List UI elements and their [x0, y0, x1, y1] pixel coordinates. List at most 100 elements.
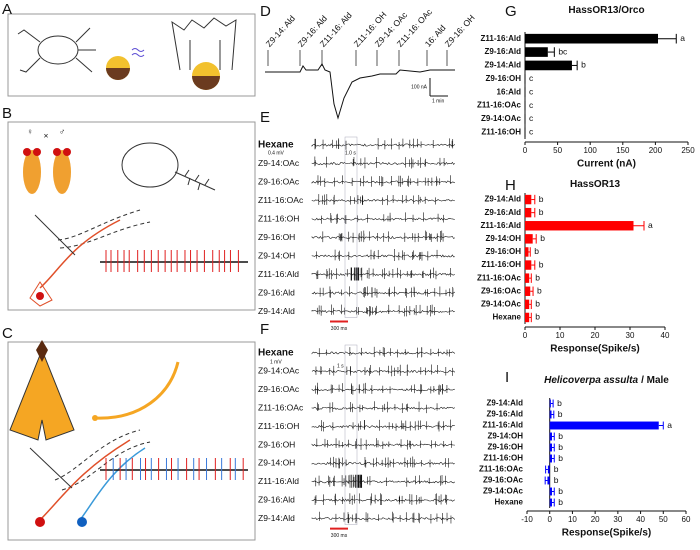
bar: [525, 299, 530, 310]
bar: [549, 399, 551, 408]
x-tick-label: 20: [591, 515, 600, 524]
scale-label: 100 nA: [411, 84, 428, 90]
trace-label: Z9-14:Ald: [258, 513, 295, 523]
bar: [525, 286, 531, 296]
significance-label: b: [537, 286, 542, 296]
trace: [311, 291, 455, 295]
frog-drawing: [17, 27, 96, 73]
y-tick-label: Z9-16:OAc: [483, 476, 524, 485]
x-tick-label: 250: [681, 146, 695, 155]
scale-label: 300 ms: [331, 326, 348, 332]
panel-frame: [7, 341, 256, 541]
x-tick-label: 40: [636, 515, 645, 524]
y-tick-label: Z9-14:OAc: [481, 114, 522, 123]
bar: [525, 247, 529, 257]
bar: [525, 207, 532, 218]
symbol: ♂: [59, 126, 65, 136]
significance-label: a: [648, 220, 653, 230]
panel-label: E: [260, 109, 270, 126]
significance-label: b: [554, 464, 559, 474]
x-tick-label: 0: [523, 146, 528, 155]
panel-label: C: [2, 325, 13, 342]
panel-frame: [7, 121, 256, 311]
y-tick-label: Z9-14:OAc: [481, 299, 522, 308]
bar: [547, 476, 550, 485]
y-tick-label: Z11-16:OH: [481, 127, 521, 136]
y-tick-label: Z11-16:Ald: [481, 221, 522, 230]
bar: [549, 498, 552, 507]
trace-label: Z9-14:OAc: [258, 158, 300, 168]
x-axis-label: Response(Spike/s): [550, 344, 639, 355]
trace-label: Z11-16:OAc: [258, 402, 304, 412]
y-tick-label: Z11-16:Ald: [483, 421, 524, 430]
y-tick-label: 16:Ald: [497, 87, 522, 96]
trace-label: Z9-16:OH: [258, 439, 295, 449]
panel-label: H: [505, 177, 516, 194]
significance-label: b: [558, 442, 563, 452]
scale-label: 300 ms: [331, 533, 348, 539]
trace: [311, 180, 455, 184]
dendrite: [39, 439, 131, 521]
y-tick-label: Z11-16:Ald: [481, 34, 522, 43]
trace-label: Z9-16:Ald: [258, 287, 295, 297]
significance-label: b: [558, 453, 563, 463]
stimulus-label: 16: Ald: [423, 23, 448, 49]
bar: [549, 410, 552, 419]
oocyte-pole: [106, 68, 130, 80]
trace-label: Z11-16:OAc: [258, 195, 304, 205]
trace: [311, 161, 456, 165]
y-tick-label: Z11-16:OAc: [477, 101, 522, 110]
electrode: [34, 214, 76, 256]
x-tick-label: -10: [521, 515, 533, 524]
panel-frame: [7, 13, 256, 97]
neuron-body: [77, 517, 87, 527]
bar: [549, 487, 552, 496]
antenna: [94, 361, 180, 420]
y-tick-label: Z9-16:OH: [485, 247, 521, 256]
y-tick-label: Z9-14:OH: [487, 432, 523, 441]
significance-label: b: [558, 486, 563, 496]
panel-label: B: [2, 105, 12, 122]
neuron-body: [35, 517, 45, 527]
significance-label: b: [535, 299, 540, 309]
x-tick-label: 50: [553, 146, 562, 155]
trace: [311, 388, 455, 392]
spike-train: [100, 250, 248, 272]
significance-label: b: [558, 431, 563, 441]
panel-label: D: [260, 3, 271, 20]
trace: [311, 235, 455, 240]
clamp-drawing: [171, 17, 237, 71]
trace: [311, 369, 456, 374]
significance-label: b: [539, 207, 544, 217]
x-tick-label: 60: [682, 515, 691, 524]
trace: [311, 517, 456, 521]
significance-label: b: [558, 409, 563, 419]
y-tick-label: Hexane: [495, 498, 524, 507]
significance-label: b: [558, 497, 563, 507]
x-tick-label: 10: [556, 331, 565, 340]
x-tick-label: 30: [626, 331, 635, 340]
trace: [311, 143, 456, 147]
x-tick-label: 30: [613, 515, 622, 524]
y-tick-label: Z9-16:Ald: [485, 47, 522, 56]
chart-title-text: HassOR13: [570, 179, 620, 190]
bar: [549, 454, 552, 463]
trace-label: Z11-16:Ald: [258, 476, 299, 486]
sensillum: [57, 209, 151, 249]
bar: [547, 465, 550, 474]
trace-label: Z9-16:OH: [258, 232, 295, 242]
neuron: [29, 281, 53, 307]
bar: [525, 260, 532, 270]
antenna-base: [92, 415, 98, 421]
bar: [549, 432, 552, 441]
moth: [9, 348, 75, 441]
x-tick-label: 50: [659, 515, 668, 524]
y-tick-label: Z9-16:Ald: [485, 208, 522, 217]
significance-label: c: [529, 73, 534, 83]
significance-label: c: [529, 100, 534, 110]
trace: [311, 217, 455, 221]
stimulus-window: [344, 136, 358, 318]
significance-label: c: [529, 113, 534, 123]
bar: [525, 194, 532, 205]
